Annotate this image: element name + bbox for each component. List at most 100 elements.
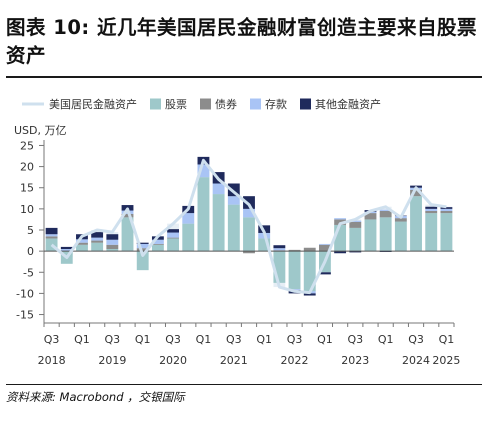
bar-equity — [227, 204, 240, 252]
bar-deposit — [76, 239, 88, 243]
bar-bond — [121, 213, 134, 218]
bar-other — [60, 246, 73, 250]
bar-bond — [91, 240, 104, 243]
bar-equity — [288, 251, 301, 290]
bar-equity — [243, 217, 255, 252]
x-tick-quarter: Q1 — [439, 333, 455, 346]
bar-equity — [151, 244, 164, 252]
bar-equity — [425, 213, 438, 252]
legend-label-other: 其他金融资产 — [315, 97, 381, 111]
legend: 美国居民金融资产 股票 债券 存款 其他金融资产 — [22, 97, 381, 111]
chart-title: 图表 10: 近几年美国居民金融财富创造主要来自股票资产 — [6, 16, 478, 67]
bar-equity — [212, 194, 225, 252]
bar-other — [334, 251, 347, 254]
x-tick-quarter: Q3 — [226, 333, 242, 346]
x-tick-year: 2021 — [220, 354, 248, 367]
y-axis: 25 20 15 10 5 0 -5 -10 -15 — [16, 139, 45, 323]
bar-deposit — [151, 239, 164, 244]
bar-other — [440, 207, 453, 209]
y-tick-label: 5 — [27, 224, 34, 237]
x-tick-year: 2024 — [402, 354, 430, 367]
bar-deposit — [197, 164, 210, 178]
y-tick-label: 10 — [20, 203, 34, 216]
bar-other — [273, 245, 286, 249]
bar-equity — [121, 217, 134, 252]
bar-bond — [303, 247, 316, 252]
bar-bond — [440, 210, 453, 214]
bar-other — [349, 251, 362, 253]
bar-other — [243, 196, 255, 209]
bar-deposit — [243, 208, 255, 218]
bar-equity — [303, 251, 316, 292]
bar-equity — [334, 224, 347, 252]
bar-deposit — [106, 239, 119, 245]
y-tick-label: 15 — [20, 182, 34, 195]
y-tick-label: 20 — [20, 161, 34, 174]
bar-other — [106, 234, 119, 240]
bar-deposit — [288, 289, 301, 291]
bar-bond — [76, 242, 88, 245]
legend-label-total: 美国居民金融资产 — [49, 97, 137, 111]
bar-deposit — [425, 208, 438, 211]
bar-bond — [379, 210, 392, 218]
bar-equity — [410, 196, 422, 252]
x-tick-year: 2020 — [159, 354, 187, 367]
bar-deposit — [60, 249, 73, 252]
bar-deposit — [167, 232, 179, 238]
bar-other — [303, 293, 316, 296]
bar-other — [45, 227, 58, 235]
bar-deposit — [136, 243, 149, 249]
x-tick-quarter: Q3 — [104, 333, 120, 346]
bar-deposit — [319, 243, 331, 245]
bar-bond — [319, 244, 331, 252]
x-tick-quarter: Q3 — [408, 333, 424, 346]
bar-equity — [440, 213, 453, 252]
bar-bond — [136, 248, 149, 252]
legend-label-equity: 股票 — [165, 98, 187, 111]
bar-equity — [364, 219, 377, 252]
bar-bond — [243, 251, 255, 254]
x-tick-year: 2025 — [432, 354, 460, 367]
bar-equity — [91, 242, 104, 252]
x-tick-year: 2023 — [341, 354, 369, 367]
legend-label-deposit: 存款 — [265, 97, 287, 111]
bar-bond — [288, 249, 301, 252]
bar-deposit — [379, 209, 392, 211]
legend-swatch-deposit — [250, 98, 261, 110]
bar-equity — [258, 238, 271, 252]
x-tick-quarter: Q3 — [165, 333, 181, 346]
bar-bond — [410, 189, 422, 197]
bar-deposit — [227, 196, 240, 205]
unit-label: USD, 万亿 — [14, 124, 67, 137]
x-tick-quarter: Q3 — [44, 333, 60, 346]
bar-equity — [76, 244, 88, 252]
bar-bond — [394, 218, 407, 222]
legend-swatch-bond — [200, 98, 211, 110]
bar-other — [319, 272, 331, 275]
bar-bond — [106, 244, 119, 250]
y-tick-label: -15 — [16, 309, 34, 322]
bar-other — [425, 206, 438, 209]
x-tick-quarter: Q3 — [287, 333, 303, 346]
bar-bond — [364, 213, 377, 220]
bar-deposit — [212, 183, 225, 195]
y-tick-label: -5 — [23, 266, 34, 279]
source-rule — [6, 384, 482, 385]
bar-equity — [349, 227, 362, 252]
stacked-bar-chart: 美国居民金融资产 股票 债券 存款 其他金融资产 USD, 万亿 25 20 15 10 5 0 -… — [14, 97, 460, 367]
legend-swatch-other — [300, 98, 311, 110]
bar-equity — [167, 238, 179, 252]
bar-equity — [197, 177, 210, 252]
bar-equity — [136, 251, 149, 271]
source-note: 资料来源: Macrobond ，交银国际 — [6, 390, 185, 404]
bar-equity — [273, 251, 286, 283]
x-tick-quarter: Q1 — [378, 333, 394, 346]
y-tick-label: -10 — [16, 287, 34, 300]
bar-other — [91, 232, 104, 238]
legend-label-bond: 债券 — [215, 97, 237, 111]
total-line — [50, 158, 447, 295]
x-tick-year: 2019 — [98, 354, 126, 367]
bar-equity — [106, 249, 119, 252]
x-tick-quarter: Q1 — [317, 333, 333, 346]
x-axis: Q3 2018 Q1 Q3 2019 Q1 Q3 2020 Q1 Q3 2021 Q1 Q3 2022 Q1… — [38, 322, 460, 367]
